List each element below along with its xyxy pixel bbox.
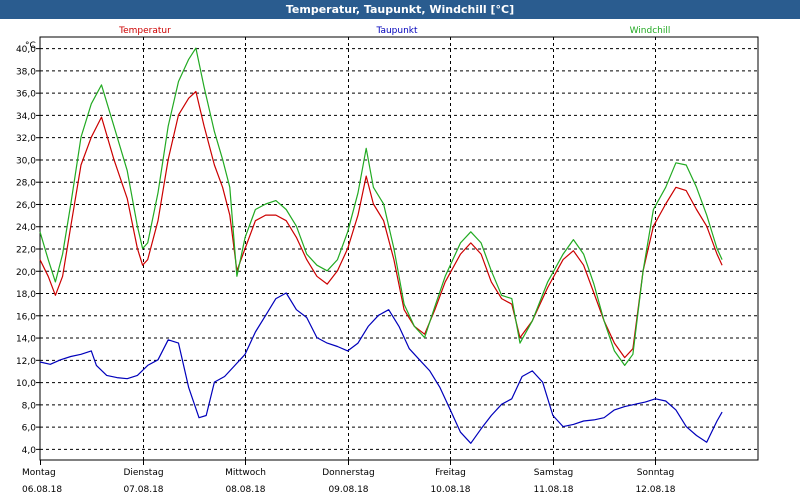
y-tick-label: 16,0	[16, 312, 36, 322]
y-axis-tick-labels: 4,0 6,0 8,0 10,0 12,0 14,0 16,0 18,0 20,0 22,0 24,…	[16, 41, 36, 456]
window-title: Temperatur, Taupunkt, Windchill [°C]	[285, 3, 515, 16]
y-tick-label: 8,0	[22, 401, 37, 411]
series-line-temperatur	[39, 90, 723, 359]
legend-temperatur: Temperatur	[118, 26, 171, 36]
x-date-label: 12.08.18	[635, 485, 675, 495]
x-date-label: 10.08.18	[430, 485, 470, 495]
x-day-label: Samstag	[534, 468, 573, 478]
y-tick-label: 20,0	[16, 268, 36, 278]
x-day-label: Dienstag	[123, 468, 163, 478]
x-day-label: Sonntag	[637, 468, 674, 478]
y-tick-label: 28,0	[16, 179, 36, 189]
y-tick-label: 32,0	[16, 134, 36, 144]
chart-legend: Temperatur Taupunkt Windchill	[118, 26, 670, 36]
x-date-label: 11.08.18	[533, 485, 573, 495]
x-day-label: Montag	[22, 468, 56, 478]
y-tick-label: 26,0	[16, 201, 36, 211]
x-date-label: 08.08.18	[225, 485, 265, 495]
x-date-label: 09.08.18	[328, 485, 368, 495]
series-line-taupunkt	[39, 292, 723, 444]
y-tick-label: 24,0	[16, 223, 36, 233]
legend-taupunkt: Taupunkt	[375, 26, 418, 36]
y-axis-unit-label: °C	[25, 41, 36, 51]
x-day-label: Freitag	[435, 468, 466, 478]
y-tick-label: 4,0	[22, 446, 37, 456]
y-tick-label: 10,0	[16, 379, 36, 389]
y-tick-label: 36,0	[16, 90, 36, 100]
series-line-windchill	[39, 47, 723, 366]
chart-canvas: Temperatur Taupunkt Windchill 4,0 6,0 8,0 10,…	[16, 26, 759, 495]
x-date-label: 06.08.18	[22, 485, 62, 495]
y-tick-label: 18,0	[16, 290, 36, 300]
y-tick-label: 22,0	[16, 246, 36, 256]
plot-frame	[39, 36, 759, 461]
y-tick-label: 12,0	[16, 357, 36, 367]
y-tick-label: 6,0	[22, 424, 37, 434]
x-axis-day-labels: Montag 06.08.18 Dienstag 07.08.18 Mittwoch 08…	[22, 468, 676, 495]
y-tick-label: 38,0	[16, 67, 36, 77]
x-day-label: Donnerstag	[322, 468, 375, 478]
window-title-bar: Temperatur, Taupunkt, Windchill [°C]	[0, 0, 800, 19]
y-tick-label: 34,0	[16, 112, 36, 122]
y-tick-label: 30,0	[16, 156, 36, 166]
y-tick-label: 40,0	[16, 45, 36, 55]
plot-area	[36, 36, 759, 465]
y-tick-label: 14,0	[16, 335, 36, 345]
x-date-label: 07.08.18	[123, 485, 163, 495]
legend-windchill: Windchill	[630, 26, 671, 36]
x-day-label: Mittwoch	[225, 468, 266, 478]
